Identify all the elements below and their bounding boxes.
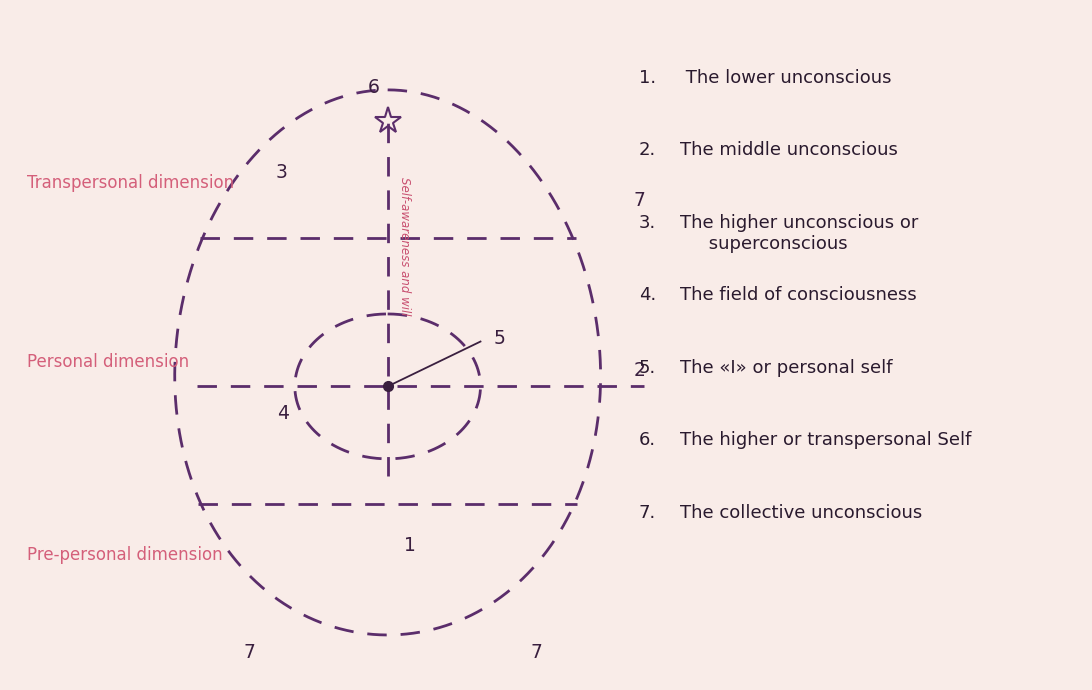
Text: 7: 7 bbox=[531, 642, 543, 662]
Text: 4.: 4. bbox=[639, 286, 656, 304]
Text: 7: 7 bbox=[633, 190, 645, 210]
Text: Personal dimension: Personal dimension bbox=[27, 353, 189, 371]
Text: 2: 2 bbox=[633, 362, 645, 380]
Text: Self-awareness and will: Self-awareness and will bbox=[397, 177, 411, 316]
Text: 2.: 2. bbox=[639, 141, 656, 159]
Text: The higher or transpersonal Self: The higher or transpersonal Self bbox=[680, 431, 972, 449]
Text: The «I» or personal self: The «I» or personal self bbox=[680, 359, 893, 377]
Text: 1: 1 bbox=[404, 535, 415, 555]
Text: 6.: 6. bbox=[639, 431, 656, 449]
Text: 7.: 7. bbox=[639, 504, 656, 522]
Text: Pre-personal dimension: Pre-personal dimension bbox=[27, 546, 223, 564]
Text: 6: 6 bbox=[368, 77, 379, 97]
Text: The field of consciousness: The field of consciousness bbox=[680, 286, 917, 304]
Text: 3: 3 bbox=[275, 163, 287, 182]
Text: 4: 4 bbox=[277, 404, 289, 423]
Text: 7: 7 bbox=[244, 642, 256, 662]
Text: 5.: 5. bbox=[639, 359, 656, 377]
Text: The higher unconscious or
     superconscious: The higher unconscious or superconscious bbox=[680, 214, 918, 253]
Text: Transpersonal dimension: Transpersonal dimension bbox=[27, 174, 235, 192]
Text: 5: 5 bbox=[494, 328, 506, 348]
Text: The collective unconscious: The collective unconscious bbox=[680, 504, 923, 522]
Text: 1.: 1. bbox=[639, 69, 656, 87]
Text: 3.: 3. bbox=[639, 214, 656, 232]
Text: The middle unconscious: The middle unconscious bbox=[680, 141, 899, 159]
Text: The lower unconscious: The lower unconscious bbox=[680, 69, 892, 87]
